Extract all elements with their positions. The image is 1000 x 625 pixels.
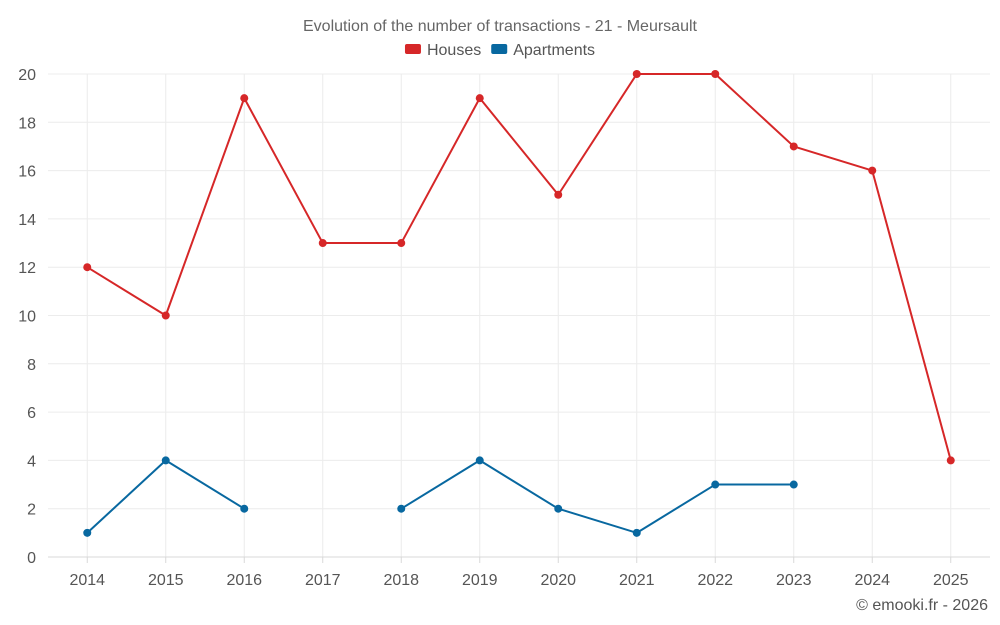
x-tick-label: 2017 [305,572,341,589]
x-tick-label: 2021 [619,572,655,589]
data-point-houses[interactable] [789,142,798,151]
legend[interactable]: Houses Apartments [404,42,595,59]
data-point-apartments[interactable] [240,504,249,513]
data-point-apartments[interactable] [397,504,406,513]
x-tick-label: 2020 [540,572,576,589]
y-tick-label: 8 [27,357,36,374]
y-tick-label: 16 [18,164,36,181]
data-point-houses[interactable] [554,190,563,199]
x-tick-label: 2024 [854,572,890,589]
data-point-houses[interactable] [475,94,484,103]
data-point-houses[interactable] [868,166,877,175]
y-tick-label: 18 [18,115,36,132]
data-point-apartments[interactable] [161,456,170,465]
data-point-apartments[interactable] [789,480,798,489]
data-point-apartments[interactable] [711,480,720,489]
x-tick-label: 2015 [148,572,184,589]
data-point-houses[interactable] [318,239,327,248]
data-point-houses[interactable] [632,70,641,78]
data-point-houses[interactable] [161,311,170,320]
x-tick-label: 2018 [383,572,419,589]
legend-item-houses[interactable]: Houses [404,42,481,59]
data-point-apartments[interactable] [475,456,484,465]
data-point-houses[interactable] [711,70,720,78]
x-tick-label: 2023 [776,572,812,589]
series-houses [83,70,955,465]
y-tick-label: 4 [27,453,36,470]
chart-title: Evolution of the number of transactions … [303,18,698,35]
x-tick-label: 2016 [226,572,262,589]
y-tick-label: 20 [18,67,36,84]
legend-swatch [491,44,508,54]
y-tick-label: 12 [18,260,36,277]
x-tick-label: 2019 [462,572,498,589]
y-tick-label: 14 [18,212,36,229]
y-tick-label: 10 [18,309,36,326]
legend-item-apartments[interactable]: Apartments [491,42,595,59]
data-point-houses[interactable] [397,239,406,248]
legend-label: Apartments [513,42,595,59]
data-point-houses[interactable] [946,456,955,465]
y-tick-label: 6 [27,405,36,422]
y-tick-label: 0 [27,550,36,567]
series [83,70,955,537]
series-apartments [83,456,798,537]
x-tick-label: 2022 [697,572,733,589]
data-point-apartments[interactable] [83,528,92,537]
series-line-houses [86,73,952,461]
data-point-apartments[interactable] [554,504,563,513]
credit-text: © emooki.fr - 2026 [856,597,988,614]
data-point-houses[interactable] [83,263,92,272]
axes: 0 2 4 6 8 10 12 14 16 18 20 2014 2015 2016 2017 2018 201… [18,67,990,589]
legend-label: Houses [427,42,481,59]
x-tick-label: 2014 [69,572,105,589]
legend-swatch [404,44,421,54]
y-tick-label: 2 [27,502,36,519]
data-point-apartments[interactable] [632,528,641,537]
data-point-houses[interactable] [240,94,249,103]
series-line-apartments [86,459,794,534]
grid [48,73,990,557]
x-tick-label: 2025 [933,572,969,589]
